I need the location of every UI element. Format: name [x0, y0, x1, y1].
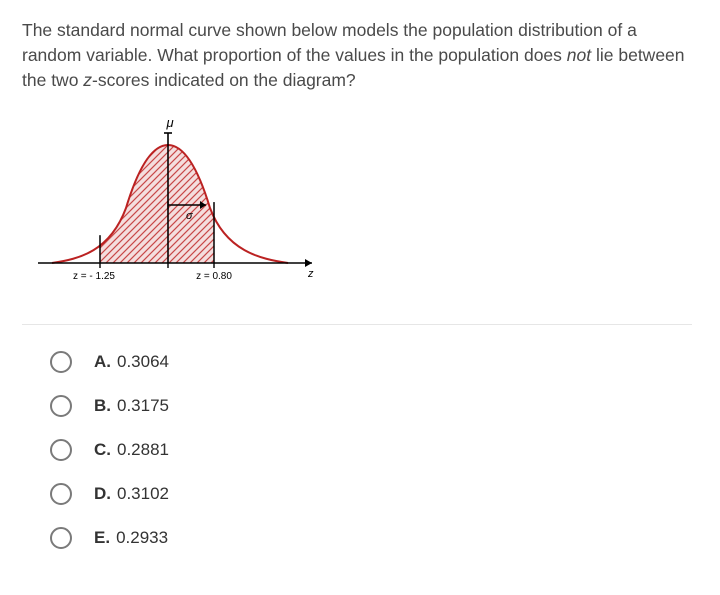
option-value: 0.2933	[116, 528, 168, 548]
option-letter: D.	[94, 484, 111, 504]
option-e[interactable]: E. 0.2933	[50, 527, 692, 549]
question-text: The standard normal curve shown below mo…	[22, 18, 692, 93]
option-value: 0.3102	[117, 484, 169, 504]
option-letter: E.	[94, 528, 110, 548]
svg-text:σ: σ	[186, 210, 193, 222]
answer-options: A. 0.3064 B. 0.3175 C. 0.2881 D. 0.3102 …	[22, 351, 692, 549]
svg-text:μ: μ	[165, 115, 173, 130]
section-divider	[22, 324, 692, 325]
svg-text:z: z	[307, 268, 314, 280]
radio-icon[interactable]	[50, 439, 72, 461]
option-value: 0.3064	[117, 352, 169, 372]
radio-icon[interactable]	[50, 483, 72, 505]
option-d[interactable]: D. 0.3102	[50, 483, 692, 505]
option-b[interactable]: B. 0.3175	[50, 395, 692, 417]
question-part1: The standard normal curve shown below mo…	[22, 20, 637, 65]
option-value: 0.3175	[117, 396, 169, 416]
option-c[interactable]: C. 0.2881	[50, 439, 692, 461]
svg-text:z = - 1.25: z = - 1.25	[73, 271, 115, 282]
question-emph-not: not	[567, 45, 591, 65]
option-letter: C.	[94, 440, 111, 460]
option-letter: A.	[94, 352, 111, 372]
radio-icon[interactable]	[50, 395, 72, 417]
question-part3: -scores indicated on the diagram?	[92, 70, 356, 90]
option-a[interactable]: A. 0.3064	[50, 351, 692, 373]
option-value: 0.2881	[117, 440, 169, 460]
radio-icon[interactable]	[50, 527, 72, 549]
option-letter: B.	[94, 396, 111, 416]
svg-text:z = 0.80: z = 0.80	[196, 271, 232, 282]
normal-curve-svg: μ σ z = - 1.25 z = 0.80 z	[30, 115, 320, 295]
question-emph-z: z	[83, 70, 92, 90]
normal-curve-diagram: μ σ z = - 1.25 z = 0.80 z	[30, 115, 692, 300]
radio-icon[interactable]	[50, 351, 72, 373]
